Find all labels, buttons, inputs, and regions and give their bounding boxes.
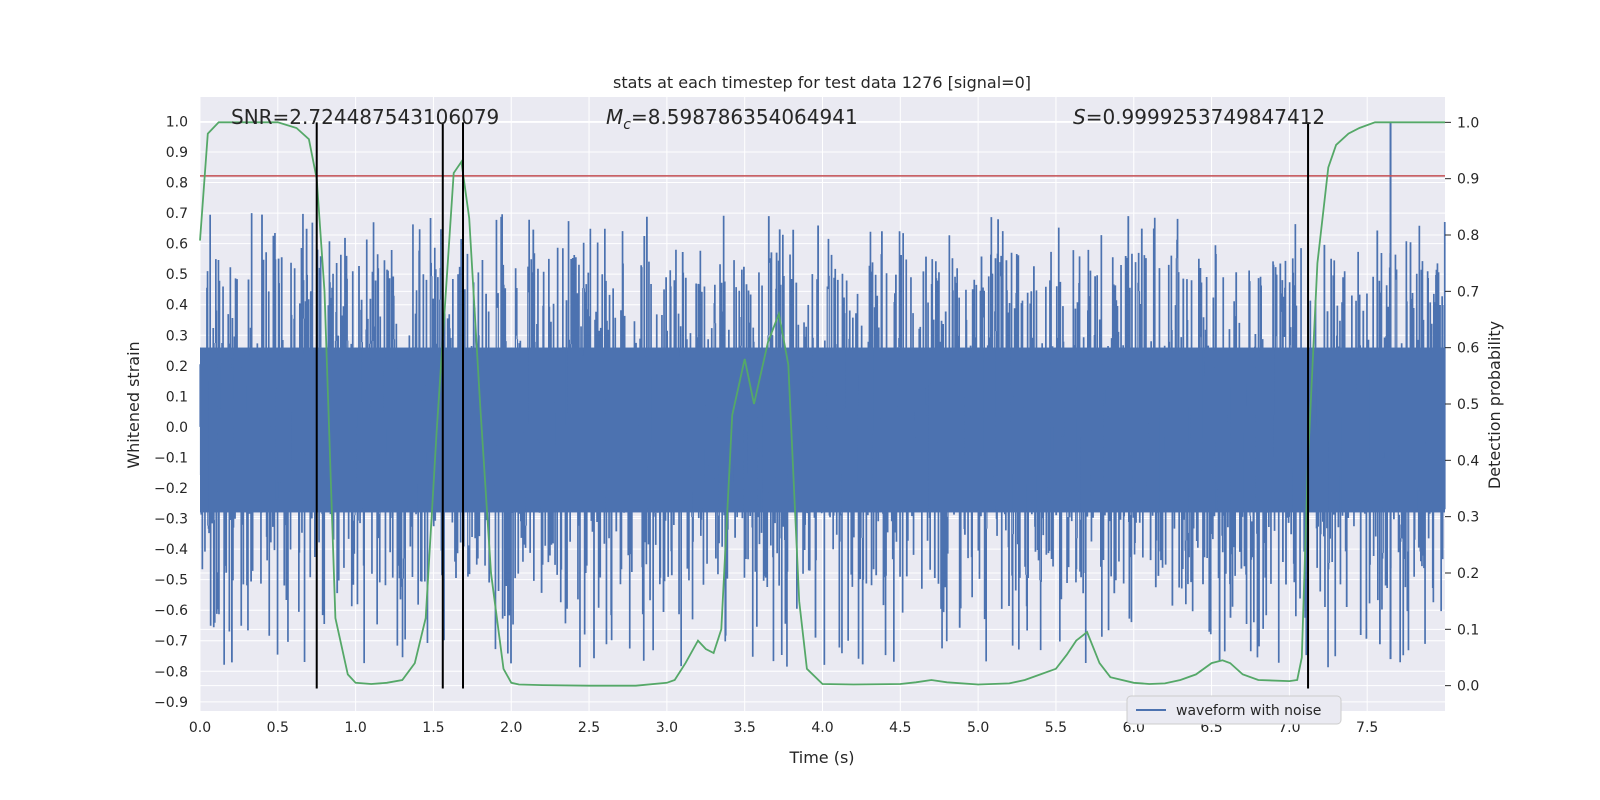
legend-box [1126,695,1342,725]
y-right-tick-label: 0.9 [1457,172,1479,188]
overlay-series [199,121,1445,689]
y-left-tick-label: −0.9 [154,695,188,711]
y-left-tick-label: 1.0 [166,114,188,130]
y-left-tick-label: 0.0 [166,420,188,436]
y-left-tick-label: 0.5 [166,267,188,283]
probability-line [199,121,1445,687]
y-left-tick-label: −0.3 [154,512,188,528]
chirp-mass-value: =8.598786354064941 [631,105,858,129]
y-left-axis-label: Whitened strain [124,341,143,468]
y-left-tick-label: −0.6 [154,603,188,619]
chirp-mass-subscript: c [623,117,631,133]
legend: waveform with noise [1126,695,1342,725]
y-left-tick-label: −0.5 [154,573,188,589]
y-right-tick-label: 0.6 [1457,341,1479,357]
y-right-tick-label: 0.4 [1457,453,1479,469]
x-tick-label: 4.5 [889,720,911,736]
chirp-mass-annotation: Mc=8.598786354064941 [606,105,858,133]
x-tick-label: 5.5 [1045,720,1067,736]
x-tick-label: 7.5 [1356,720,1378,736]
y-left-tick-label: 0.3 [166,328,188,344]
y-right-tick-label: 0.7 [1457,284,1479,300]
x-axis-label: Time (s) [788,748,854,767]
x-tick-label: 1.0 [344,720,366,736]
y-left-tick-label: 0.4 [166,298,188,314]
x-tick-label: 4.0 [811,720,833,736]
y-left-tick-label: 0.9 [166,145,188,161]
y-left-tick-label: 0.1 [166,389,188,405]
y-left-tick-label: 0.6 [166,237,188,253]
y-left-tick-label: −0.4 [154,542,188,558]
y-left-tick-label: −0.7 [154,634,188,650]
y-right-tick-label: 0.1 [1457,622,1479,638]
y-left-tick-label: −0.1 [154,450,188,466]
chirp-mass-symbol: M [606,105,623,129]
y-left-axis-ticks: −0.9 −0.8 −0.7 −0.6 −0.5 −0.4 −0.3 −0.2 −0.1 0.0 0… [154,114,188,710]
y-left-tick-label: −0.8 [154,664,188,680]
s-symbol: S [1073,105,1086,129]
y-right-tick-label: 1.0 [1457,115,1479,131]
x-tick-label: 0.5 [267,720,289,736]
s-value: =0.9999253749847412 [1086,105,1325,129]
x-tick-label: 2.0 [500,720,522,736]
waveform-series [199,121,1446,668]
y-left-tick-label: 0.8 [166,176,188,192]
y-right-tick-label: 0.0 [1457,679,1479,695]
y-right-axis-label: Detection probability [1485,321,1504,489]
legend-label: waveform with noise [1176,703,1321,719]
x-tick-label: 3.5 [734,720,756,736]
y-left-tick-label: 0.2 [166,359,188,375]
y-right-tick-label: 0.5 [1457,397,1479,413]
y-right-tick-label: 0.2 [1457,566,1479,582]
x-tick-label: 0.0 [189,720,211,736]
x-tick-label: 1.5 [422,720,444,736]
y-right-tick-label: 0.8 [1457,228,1479,244]
chart-title: stats at each timestep for test data 127… [613,73,1031,92]
s-annotation: S=0.9999253749847412 [1073,105,1325,129]
y-left-tick-label: −0.2 [154,481,188,497]
x-axis-ticks: 0.0 0.5 1.0 1.5 2.0 2.5 3.0 3.5 4.0 4.5 5.0 5.5 6.0 6… [189,720,1378,736]
x-tick-label: 3.0 [656,720,678,736]
y-left-tick-label: 0.7 [166,206,188,222]
y-right-tick-label: 0.3 [1457,510,1479,526]
x-tick-label: 5.0 [967,720,989,736]
snr-annotation: SNR=2.724487543106079 [231,105,499,129]
x-tick-label: 2.5 [578,720,600,736]
y-right-axis-ticks: 0.0 0.1 0.2 0.3 0.4 0.5 0.6 0.7 0.8 0.9 1.0 [1445,115,1479,695]
